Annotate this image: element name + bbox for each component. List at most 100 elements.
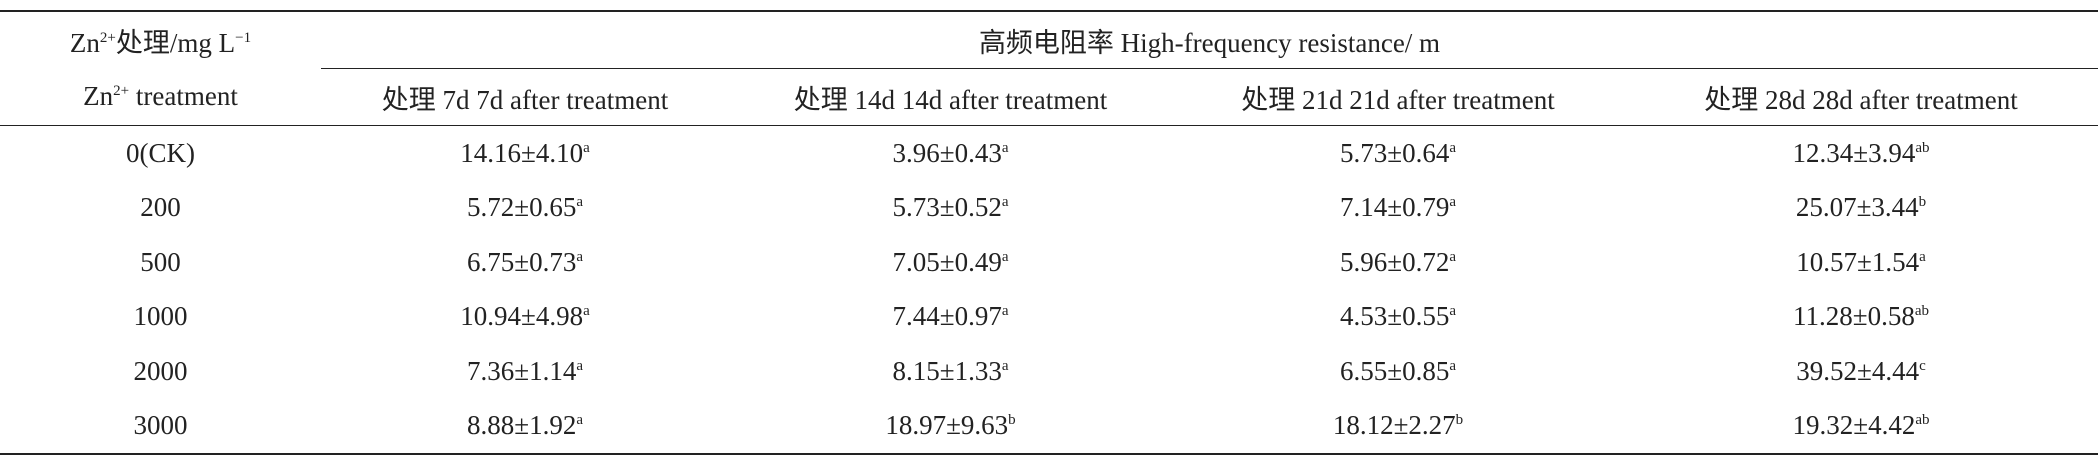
data-cell: 14.16±4.10a bbox=[321, 126, 729, 181]
significance-letter: a bbox=[1449, 303, 1456, 320]
group-header: 高频电阻率 High-frequency resistance/ m bbox=[321, 10, 2098, 69]
row-label: 500 bbox=[140, 246, 181, 277]
row-header-cell: Zn2+ treatment bbox=[0, 68, 321, 126]
significance-letter: a bbox=[583, 139, 590, 156]
row-label: 200 bbox=[140, 192, 181, 223]
cell-value: 6.75±0.73 bbox=[467, 246, 577, 277]
significance-letter: a bbox=[1449, 194, 1456, 211]
row-label: 0(CK) bbox=[126, 137, 195, 168]
data-cell: 7.14±0.79a bbox=[1172, 181, 1624, 236]
cell-value: 7.36±1.14 bbox=[467, 355, 577, 386]
row-label: 2000 bbox=[133, 355, 188, 386]
significance-letter: a bbox=[1449, 248, 1456, 265]
table-body: Zn2+处理/mg L−1 高频电阻率 High-frequency resist… bbox=[0, 10, 2098, 455]
significance-letter: a bbox=[1001, 357, 1009, 374]
text: Zn bbox=[69, 27, 100, 58]
data-row: 2000 7.36±1.14a 8.15±1.33a 6.55±0.85a 39.52±… bbox=[0, 344, 2098, 399]
significance-letter: a bbox=[583, 303, 590, 320]
cell-value: 5.96±0.72 bbox=[1340, 246, 1450, 277]
data-cell: 18.12±2.27b bbox=[1172, 398, 1624, 455]
data-row: 200 5.72±0.65a 5.73±0.52a 7.14±0.79a 25.07±3… bbox=[0, 181, 2098, 236]
data-row: 3000 8.88±1.92a 18.97±9.63b 18.12±2.27b 19.3… bbox=[0, 398, 2098, 455]
significance-letter: b bbox=[1918, 194, 1927, 211]
data-cell: 5.72±0.65a bbox=[321, 181, 729, 236]
cell-value: 3.96±0.43 bbox=[892, 137, 1002, 168]
column-header: 处理 14d 14d after treatment bbox=[729, 68, 1172, 126]
data-row: 0(CK) 14.16±4.10a 3.96±0.43a 5.73±0.64a 12.3… bbox=[0, 126, 2098, 181]
significance-letter: a bbox=[1449, 139, 1456, 156]
superscript: 2+ bbox=[99, 29, 116, 46]
data-cell: 10.94±4.98a bbox=[321, 290, 729, 345]
cell-value: 6.55±0.85 bbox=[1340, 355, 1450, 386]
data-cell: 7.36±1.14a bbox=[321, 344, 729, 399]
cell-value: 8.88±1.92 bbox=[467, 410, 577, 441]
significance-letter: b bbox=[1455, 412, 1464, 429]
text: treatment bbox=[129, 81, 238, 112]
cell-value: 5.73±0.52 bbox=[892, 192, 1002, 223]
data-cell: 8.15±1.33a bbox=[729, 344, 1172, 399]
superscript: 2+ bbox=[113, 83, 130, 100]
cell-value: 10.94±4.98 bbox=[460, 301, 584, 332]
data-cell: 8.88±1.92a bbox=[321, 398, 729, 455]
significance-letter: a bbox=[576, 357, 583, 374]
header-row: Zn2+处理/mg L−1 高频电阻率 High-frequency resist… bbox=[0, 10, 2098, 69]
data-cell: 7.05±0.49a bbox=[729, 235, 1172, 290]
data-cell: 18.97±9.63b bbox=[729, 398, 1172, 455]
cell-value: 11.28±0.58 bbox=[1793, 301, 1915, 332]
row-label: 3000 bbox=[0, 398, 321, 455]
column-header: 处理 28d 28d after treatment bbox=[1624, 68, 2098, 126]
cell-value: 25.07±3.44 bbox=[1795, 192, 1919, 223]
data-cell: 25.07±3.44b bbox=[1624, 181, 2098, 236]
cell-value: 19.32±4.42 bbox=[1792, 410, 1916, 441]
cell-value: 12.34±3.94 bbox=[1792, 137, 1916, 168]
text: 处理/mg L bbox=[115, 27, 236, 58]
data-cell: 10.57±1.54a bbox=[1624, 235, 2098, 290]
data-cell: 3.96±0.43a bbox=[729, 126, 1172, 181]
cell-value: 39.52±4.44 bbox=[1796, 355, 1920, 386]
row-header-cell: Zn2+处理/mg L−1 bbox=[0, 10, 321, 69]
cell-value: 14.16±4.10 bbox=[460, 137, 584, 168]
significance-letter: b bbox=[1008, 412, 1016, 429]
cell-value: 8.15±1.33 bbox=[892, 355, 1002, 386]
cell-value: 7.44±0.97 bbox=[892, 301, 1002, 332]
significance-letter: a bbox=[576, 248, 583, 265]
cell-value: 7.05±0.49 bbox=[892, 246, 1002, 277]
cell-value: 18.12±2.27 bbox=[1332, 410, 1456, 441]
cell-value: 4.53±0.55 bbox=[1340, 301, 1450, 332]
data-cell: 6.55±0.85a bbox=[1172, 344, 1624, 399]
data-cell: 5.96±0.72a bbox=[1172, 235, 1624, 290]
significance-letter: ab bbox=[1914, 303, 1929, 320]
significance-letter: c bbox=[1919, 357, 1926, 374]
significance-letter: a bbox=[1449, 357, 1456, 374]
data-cell: 6.75±0.73a bbox=[321, 235, 729, 290]
data-cell: 12.34±3.94ab bbox=[1624, 126, 2098, 181]
significance-letter: ab bbox=[1915, 139, 1930, 156]
data-row: 1000 10.94±4.98a 7.44±0.97a 4.53±0.55a 11.28… bbox=[0, 290, 2098, 345]
superscript: −1 bbox=[235, 29, 252, 46]
significance-letter: a bbox=[1001, 248, 1009, 265]
cell-value: 10.57±1.54 bbox=[1796, 246, 1920, 277]
significance-letter: a bbox=[1001, 303, 1009, 320]
cell-value: 7.14±0.79 bbox=[1340, 192, 1450, 223]
data-cell: 39.52±4.44c bbox=[1624, 344, 2098, 399]
cell-value: 5.72±0.65 bbox=[467, 192, 577, 223]
data-cell: 11.28±0.58ab bbox=[1624, 290, 2098, 345]
data-cell: 7.44±0.97a bbox=[729, 290, 1172, 345]
cell-value: 5.73±0.64 bbox=[1340, 137, 1450, 168]
significance-letter: a bbox=[1001, 139, 1009, 156]
data-row: 500 6.75±0.73a 7.05±0.49a 5.96±0.72a 10.57±1… bbox=[0, 235, 2098, 290]
significance-letter: a bbox=[576, 194, 583, 211]
header-row: Zn2+ treatment 处理 7d 7d after treatment 处理… bbox=[0, 68, 2098, 126]
column-header: 处理 7d 7d after treatment bbox=[321, 68, 729, 126]
significance-letter: a bbox=[576, 412, 583, 429]
significance-letter: ab bbox=[1915, 412, 1930, 429]
data-cell: 4.53±0.55a bbox=[1172, 290, 1624, 345]
text: Zn bbox=[83, 81, 114, 112]
significance-letter: a bbox=[1919, 248, 1926, 265]
significance-letter: a bbox=[1001, 194, 1009, 211]
row-label: 1000 bbox=[133, 301, 188, 332]
data-cell: 5.73±0.64a bbox=[1172, 126, 1624, 181]
data-cell: 5.73±0.52a bbox=[729, 181, 1172, 236]
data-cell: 19.32±4.42ab bbox=[1624, 398, 2098, 455]
